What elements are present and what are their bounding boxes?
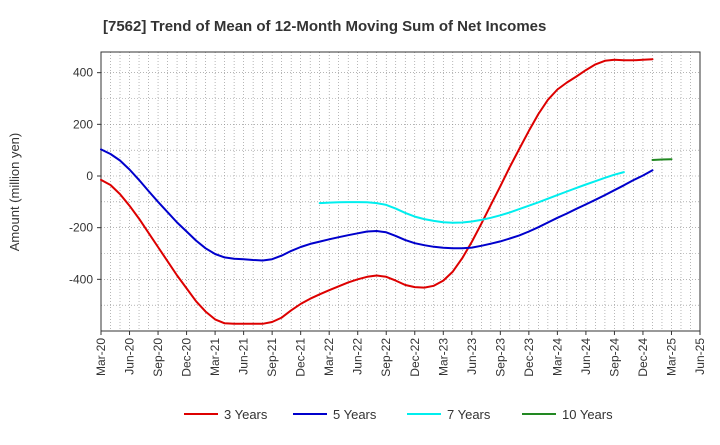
x-tick-label: Dec-20: [180, 338, 194, 377]
x-tick-label: Jun-21: [237, 338, 251, 375]
x-tick-label: Mar-21: [208, 338, 222, 376]
x-tick-label: Jun-20: [123, 338, 137, 375]
y-tick-label: -400: [69, 272, 93, 286]
x-tick-label: Mar-23: [436, 338, 450, 376]
x-tick-label: Sep-20: [151, 338, 165, 377]
legend-label-10-years: 10 Years: [562, 407, 613, 422]
series-line-7-years: [318, 171, 625, 224]
x-tick-label: Sep-23: [493, 338, 507, 377]
series-line-3-years: [100, 58, 654, 325]
x-tick-label: Jun-24: [579, 338, 593, 375]
x-tick-label: Sep-24: [607, 338, 621, 377]
x-tick-label: Dec-24: [636, 338, 650, 377]
y-tick-label: 400: [73, 66, 93, 80]
chart-title: [7562] Trend of Mean of 12-Month Moving …: [103, 18, 546, 35]
y-tick-label: 0: [86, 169, 93, 183]
x-tick-label: Sep-22: [379, 338, 393, 377]
x-tick-label: Dec-22: [408, 338, 422, 377]
y-tick-label: 200: [73, 117, 93, 131]
x-tick-label: Mar-24: [550, 338, 564, 376]
legend-label-3-years: 3 Years: [224, 407, 268, 422]
x-tick-label: Mar-20: [94, 338, 108, 376]
x-tick-label: Sep-21: [265, 338, 279, 377]
x-tick-label: Dec-21: [294, 338, 308, 377]
legend-label-5-years: 5 Years: [333, 407, 377, 422]
y-axis-label: Amount (million yen): [7, 133, 22, 252]
x-tick-label: Jun-22: [351, 338, 365, 375]
x-tick-label: Dec-23: [522, 338, 536, 377]
x-tick-label: Mar-25: [664, 338, 678, 376]
x-tick-label: Jun-23: [465, 338, 479, 375]
x-tick-label: Mar-22: [322, 338, 336, 376]
x-tick-label: Jun-25: [693, 338, 707, 375]
series-line-10-years: [651, 158, 673, 161]
legend-label-7-years: 7 Years: [447, 407, 491, 422]
y-tick-label: -200: [69, 221, 93, 235]
plot-frame: [100, 51, 701, 332]
series-line-5-years: [100, 148, 654, 262]
